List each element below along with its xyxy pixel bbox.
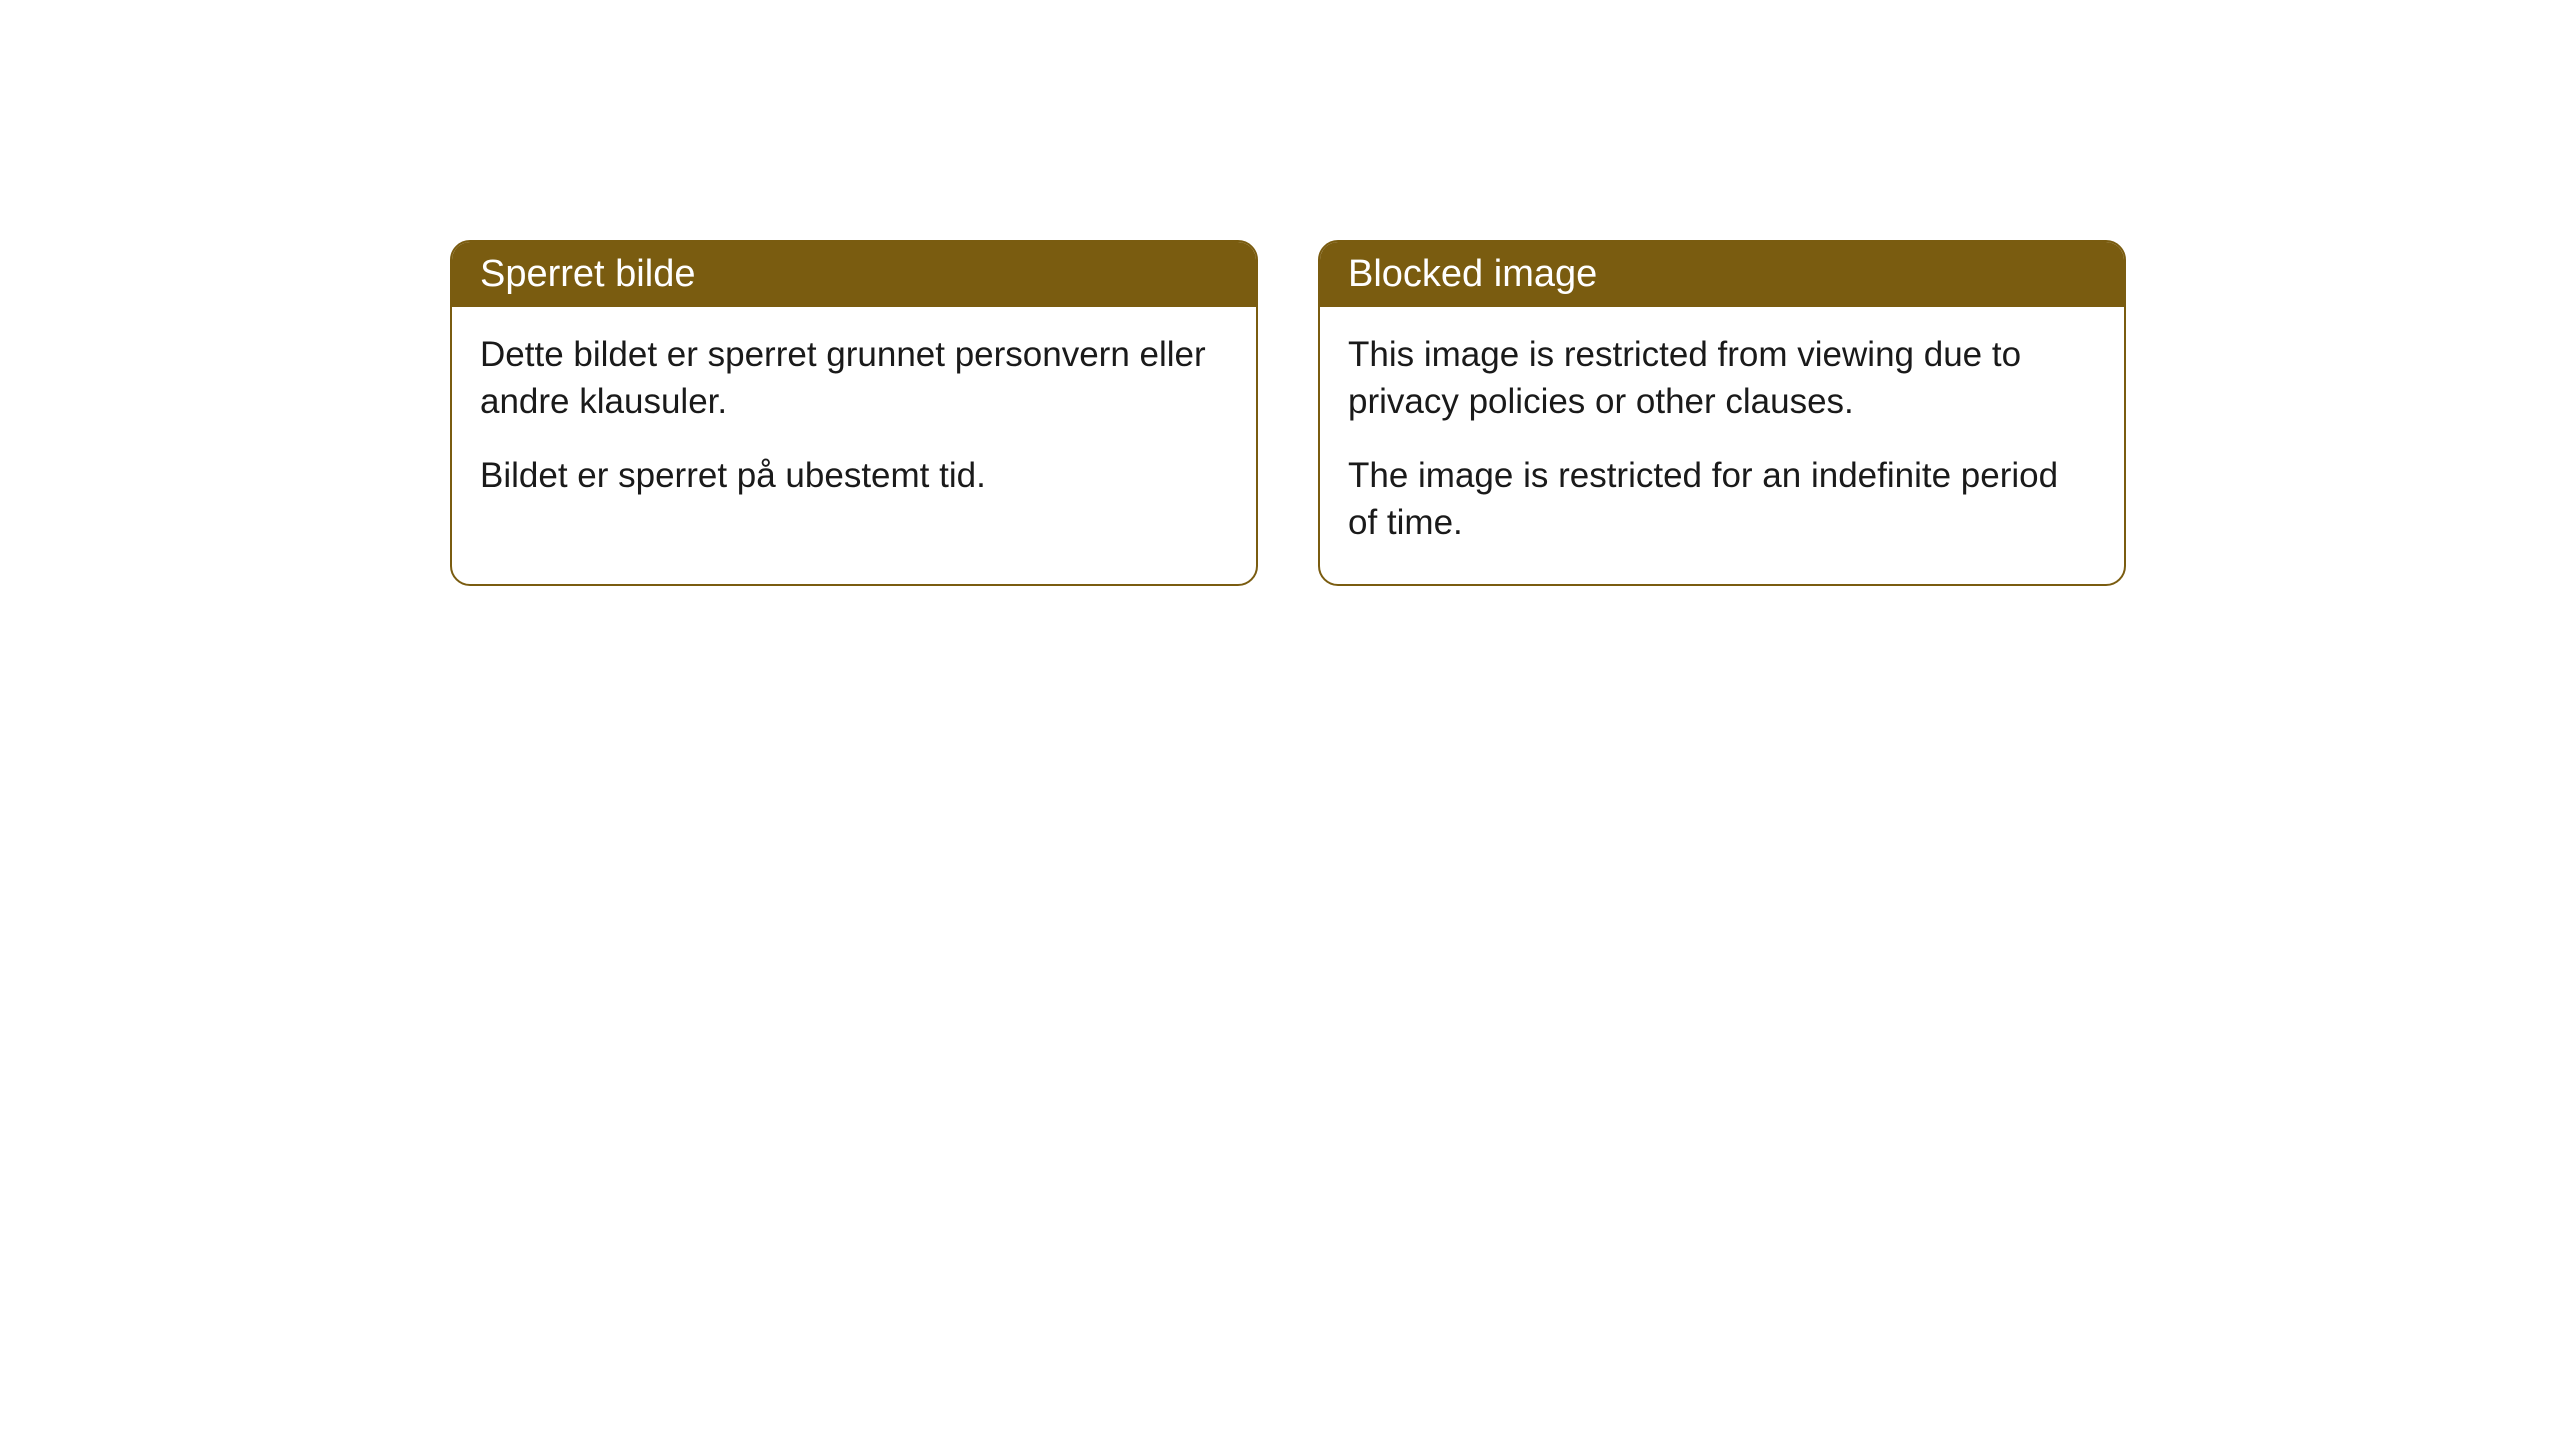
card-paragraph: Dette bildet er sperret grunnet personve…: [480, 331, 1228, 426]
card-title: Blocked image: [1348, 253, 1597, 295]
card-paragraph: Bildet er sperret på ubestemt tid.: [480, 452, 1228, 499]
notice-cards-container: Sperret bilde Dette bildet er sperret gr…: [450, 240, 2126, 586]
card-body: This image is restricted from viewing du…: [1320, 307, 2124, 584]
card-header: Blocked image: [1320, 242, 2124, 307]
notice-card-english: Blocked image This image is restricted f…: [1318, 240, 2126, 586]
notice-card-norwegian: Sperret bilde Dette bildet er sperret gr…: [450, 240, 1258, 586]
card-title: Sperret bilde: [480, 253, 695, 295]
card-header: Sperret bilde: [452, 242, 1256, 307]
card-body: Dette bildet er sperret grunnet personve…: [452, 307, 1256, 537]
card-paragraph: This image is restricted from viewing du…: [1348, 331, 2096, 426]
card-paragraph: The image is restricted for an indefinit…: [1348, 452, 2096, 547]
